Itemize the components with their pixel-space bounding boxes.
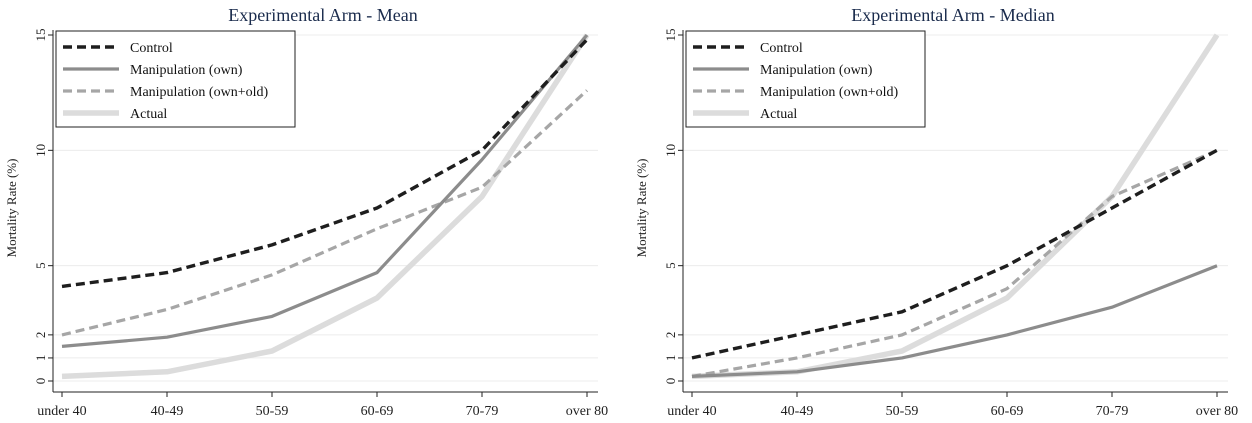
chart-title: Experimental Arm - Median	[851, 5, 1054, 25]
legend-label-actual: Actual	[130, 107, 167, 122]
legend: Control Manipulation (own) Manipulation (o…	[685, 30, 926, 128]
chart-title: Experimental Arm - Mean	[228, 5, 417, 25]
y-tick-label: 2	[663, 332, 678, 339]
series-line-manipulation-own-old	[61, 89, 589, 337]
x-tick-label: 40-49	[151, 404, 184, 419]
mean-chart-panel: Experimental Arm - Mean 0 1 2 5 10 15 under 40 4…	[4, 5, 608, 419]
y-tick-label: 15	[33, 29, 48, 42]
x-tick-label: under 40	[37, 404, 86, 419]
y-tick-label: 0	[33, 378, 48, 385]
y-axis-label: Mortality Rate (%)	[634, 159, 649, 258]
series-line-manipulation-own	[61, 33, 589, 348]
x-tick-label: 50-59	[886, 404, 919, 419]
legend-label-manipulation-own: Manipulation (own)	[760, 63, 873, 78]
x-tick-label: over 80	[1196, 404, 1238, 419]
series-line-control	[691, 148, 1218, 360]
legend-label-manipulation-own-old: Manipulation (own+old)	[760, 85, 898, 100]
y-axis-label: Mortality Rate (%)	[4, 159, 19, 258]
x-tick-label: under 40	[667, 404, 716, 419]
median-chart-panel: Experimental Arm - Median 0 1 2 5 10 15 under 4…	[634, 5, 1238, 419]
x-tick-label: 60-69	[991, 404, 1024, 419]
y-tick-label: 10	[663, 144, 678, 157]
x-tick-label: 60-69	[361, 404, 394, 419]
y-tick-label: 1	[33, 355, 48, 362]
legend-label-control: Control	[760, 41, 803, 56]
legend-label-control: Control	[130, 41, 173, 56]
legend-label-manipulation-own-old: Manipulation (own+old)	[130, 85, 268, 100]
series-line-control	[61, 38, 589, 289]
x-tick-label: 70-79	[1096, 404, 1129, 419]
y-tick-label: 0	[663, 378, 678, 385]
y-tick-label: 2	[33, 332, 48, 339]
series-line-manipulation-own-old	[691, 148, 1218, 378]
y-tick-label: 1	[663, 355, 678, 362]
y-tick-label: 15	[663, 29, 678, 42]
x-tick-label: 70-79	[466, 404, 499, 419]
x-tick-label: 50-59	[256, 404, 289, 419]
legend: Control Manipulation (own) Manipulation (o…	[55, 30, 296, 128]
series-line-manipulation-own	[691, 264, 1218, 378]
legend-label-manipulation-own: Manipulation (own)	[130, 63, 243, 78]
x-tick-label: over 80	[566, 404, 608, 419]
x-tick-label: 40-49	[781, 404, 814, 419]
y-tick-label: 5	[663, 262, 678, 269]
legend-label-actual: Actual	[760, 107, 797, 122]
y-tick-label: 5	[33, 262, 48, 269]
series-line-actual	[61, 33, 590, 380]
y-tick-label: 10	[33, 144, 48, 157]
